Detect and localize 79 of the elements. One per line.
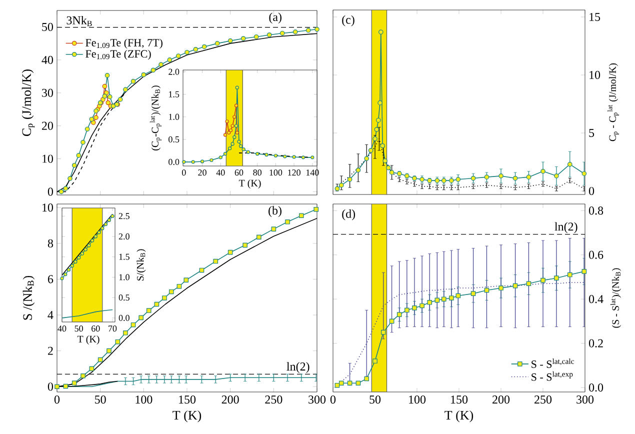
x-tick-label: 40 — [216, 170, 225, 176]
y2-tick-label: 1.5 — [119, 254, 130, 260]
x-tick-label: 200 — [222, 396, 239, 404]
y-tick-label: 40 — [42, 56, 54, 64]
x-tick-label: 120 — [288, 170, 300, 176]
x-tick-label: 0 — [330, 396, 336, 404]
ref-line-label: ln(2) — [286, 362, 310, 374]
x-axis-title: T (K) — [444, 410, 474, 422]
y-tick-label: 8 — [48, 239, 54, 248]
annotation: (b) — [268, 206, 282, 218]
y-tick-label: 0.0 — [168, 158, 180, 165]
y2-tick-label: 10 — [590, 70, 600, 80]
y2-tick-label: 15 — [590, 12, 600, 21]
y2-axis-title: C$_{p}$ - C$_{p}$$^{lat}$ (J/mol/K) — [607, 63, 619, 142]
annotation: (c) — [342, 15, 354, 26]
y2-tick-label: 0.4 — [588, 295, 604, 304]
y-tick-label: 10 — [42, 204, 54, 212]
x-tick-label: 200 — [492, 396, 510, 404]
x-axis-title: T (K) — [172, 410, 202, 422]
x-tick-label: 300 — [308, 396, 326, 404]
y2-tick-label: 0.8 — [588, 206, 604, 215]
y-tick-label: 20 — [42, 122, 54, 130]
y2-tick-label: 1.0 — [119, 274, 130, 280]
x-tick-label: 20 — [198, 170, 206, 176]
y-tick-label: 2.0 — [168, 68, 180, 75]
x-tick-label: 100 — [136, 396, 152, 404]
y2-tick-label: 0.0 — [118, 314, 130, 321]
y2-axis-title: (S - S$^{lat}$)/(Nk$_{B}$) — [610, 268, 622, 328]
x-tick-label: 100 — [270, 170, 282, 176]
y2-tick-label: 0.2 — [588, 339, 603, 348]
y2-tick-label: 0.6 — [588, 250, 604, 259]
x-tick-label: 70 — [108, 326, 117, 332]
y-tick-label: 0 — [48, 188, 54, 196]
x-tick-label: 40 — [58, 326, 66, 332]
x-tick-label: 50 — [95, 396, 106, 404]
ref-line-label: ln(2) — [554, 222, 578, 234]
annotation: (d) — [342, 209, 356, 220]
x-tick-label: 0 — [182, 170, 186, 176]
x-tick-label: 250 — [534, 396, 552, 404]
ref-line-label: 3Nk$_{B}$ — [66, 16, 92, 26]
legend-label: Fe$_{1.09}$Te (ZFC) — [86, 50, 151, 60]
y-tick-label: 10 — [42, 154, 54, 163]
y2-tick-label: 0 — [588, 186, 594, 196]
y-tick-label: 1.5 — [169, 91, 180, 98]
x-tick-label: 140 — [306, 170, 319, 176]
x-tick-label: 80 — [253, 170, 262, 176]
y-tick-label: 30 — [42, 88, 54, 97]
y-axis-title: (C$_{p}$-C$_{p}$$^{lat}$)/(Nk$_{B}$) — [150, 86, 162, 150]
y-tick-label: 0 — [48, 382, 54, 391]
legend-label: S - S$^{lat,exp}$ — [532, 371, 573, 381]
x-tick-label: 300 — [576, 396, 594, 404]
y-tick-label: 0.5 — [168, 136, 180, 142]
y2-tick-label: 2.5 — [118, 213, 130, 220]
x-axis-title: T (K) — [238, 179, 261, 189]
x-tick-label: 50 — [74, 326, 83, 332]
legend-label: S - S$^{lat,calc}$ — [532, 358, 574, 368]
y2-tick-label: 2.0 — [118, 233, 130, 240]
x-tick-label: 60 — [92, 326, 100, 332]
y2-axis-title: S/(Nk$_{B}$) — [136, 249, 146, 281]
y-tick-label: 1.0 — [169, 114, 180, 120]
x-tick-label: 50 — [370, 396, 381, 404]
x-tick-label: 250 — [265, 396, 282, 404]
y-tick-label: 2 — [48, 346, 53, 355]
y2-tick-label: 0.5 — [118, 294, 130, 301]
y-tick-label: 50 — [42, 22, 54, 32]
y2-tick-label: 5 — [589, 129, 594, 137]
y-axis-title: S /(Nk$_{B}$) — [22, 276, 35, 320]
y-tick-label: 4 — [48, 311, 54, 319]
x-tick-label: 100 — [409, 396, 426, 404]
x-tick-label: 60 — [234, 170, 244, 176]
y-axis-title: C$_{p}$ (J/mol/K) — [22, 70, 35, 136]
x-axis-title: T (K) — [77, 335, 100, 345]
annotation: (a) — [269, 12, 282, 24]
y-tick-label: 6 — [48, 275, 54, 284]
y2-tick-label: 0.0 — [588, 383, 604, 392]
legend-label: Fe$_{1.09}$Te (FH, 7T) — [86, 38, 162, 49]
x-tick-label: 150 — [179, 396, 196, 404]
x-tick-label: 150 — [451, 396, 468, 404]
x-tick-label: 0 — [54, 396, 60, 404]
